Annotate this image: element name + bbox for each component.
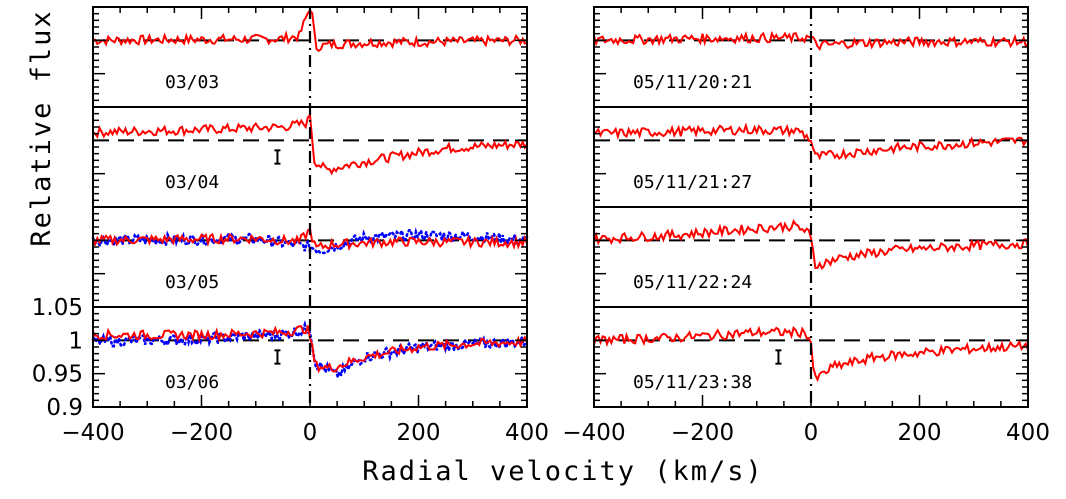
x-tick-label: 400 <box>1006 420 1050 446</box>
panel-date-label: 03/05 <box>165 272 219 293</box>
x-tick-label: 400 <box>505 420 549 446</box>
observed-spectrum-line <box>593 122 1029 161</box>
x-tick-label: −400 <box>562 420 625 446</box>
panel-date-label: 03/03 <box>165 72 219 93</box>
observed-spectrum-line <box>92 112 528 176</box>
x-tick-label: −200 <box>671 420 734 446</box>
y-tick-label: 0.9 <box>46 395 83 421</box>
observed-spectrum-line <box>593 325 1029 383</box>
panel-date-label: 05/11/21:27 <box>633 172 752 193</box>
observed-spectrum-line <box>593 218 1029 271</box>
y-axis-label: Relative flux <box>26 9 57 246</box>
y-tick-label: 0.95 <box>32 362 83 388</box>
panel-date-label: 05/11/20:21 <box>633 72 752 93</box>
plot-layer: 03/03 03/04 03/05 03/06 −400 −200 0 200 400 05/11… <box>32 6 1050 446</box>
x-tick-label: −400 <box>61 420 124 446</box>
panel-date-label: 03/04 <box>165 172 219 193</box>
panel-date-label: 03/06 <box>165 372 219 393</box>
observed-spectrum-line <box>92 325 528 374</box>
y-tick-label: 1.05 <box>32 295 83 321</box>
x-tick-label: 0 <box>804 420 819 446</box>
x-axis-label: Radial velocity (km/s) <box>362 456 764 487</box>
x-tick-label: 200 <box>898 420 942 446</box>
panel-date-label: 05/11/22:24 <box>633 272 752 293</box>
x-tick-label: 0 <box>303 420 318 446</box>
panel-date-label: 05/11/23:38 <box>633 372 752 393</box>
x-tick-label: −200 <box>170 420 233 446</box>
comparison-spectrum-line <box>91 319 529 383</box>
x-tick-label: 200 <box>397 420 441 446</box>
y-tick-label: 1 <box>68 328 83 354</box>
